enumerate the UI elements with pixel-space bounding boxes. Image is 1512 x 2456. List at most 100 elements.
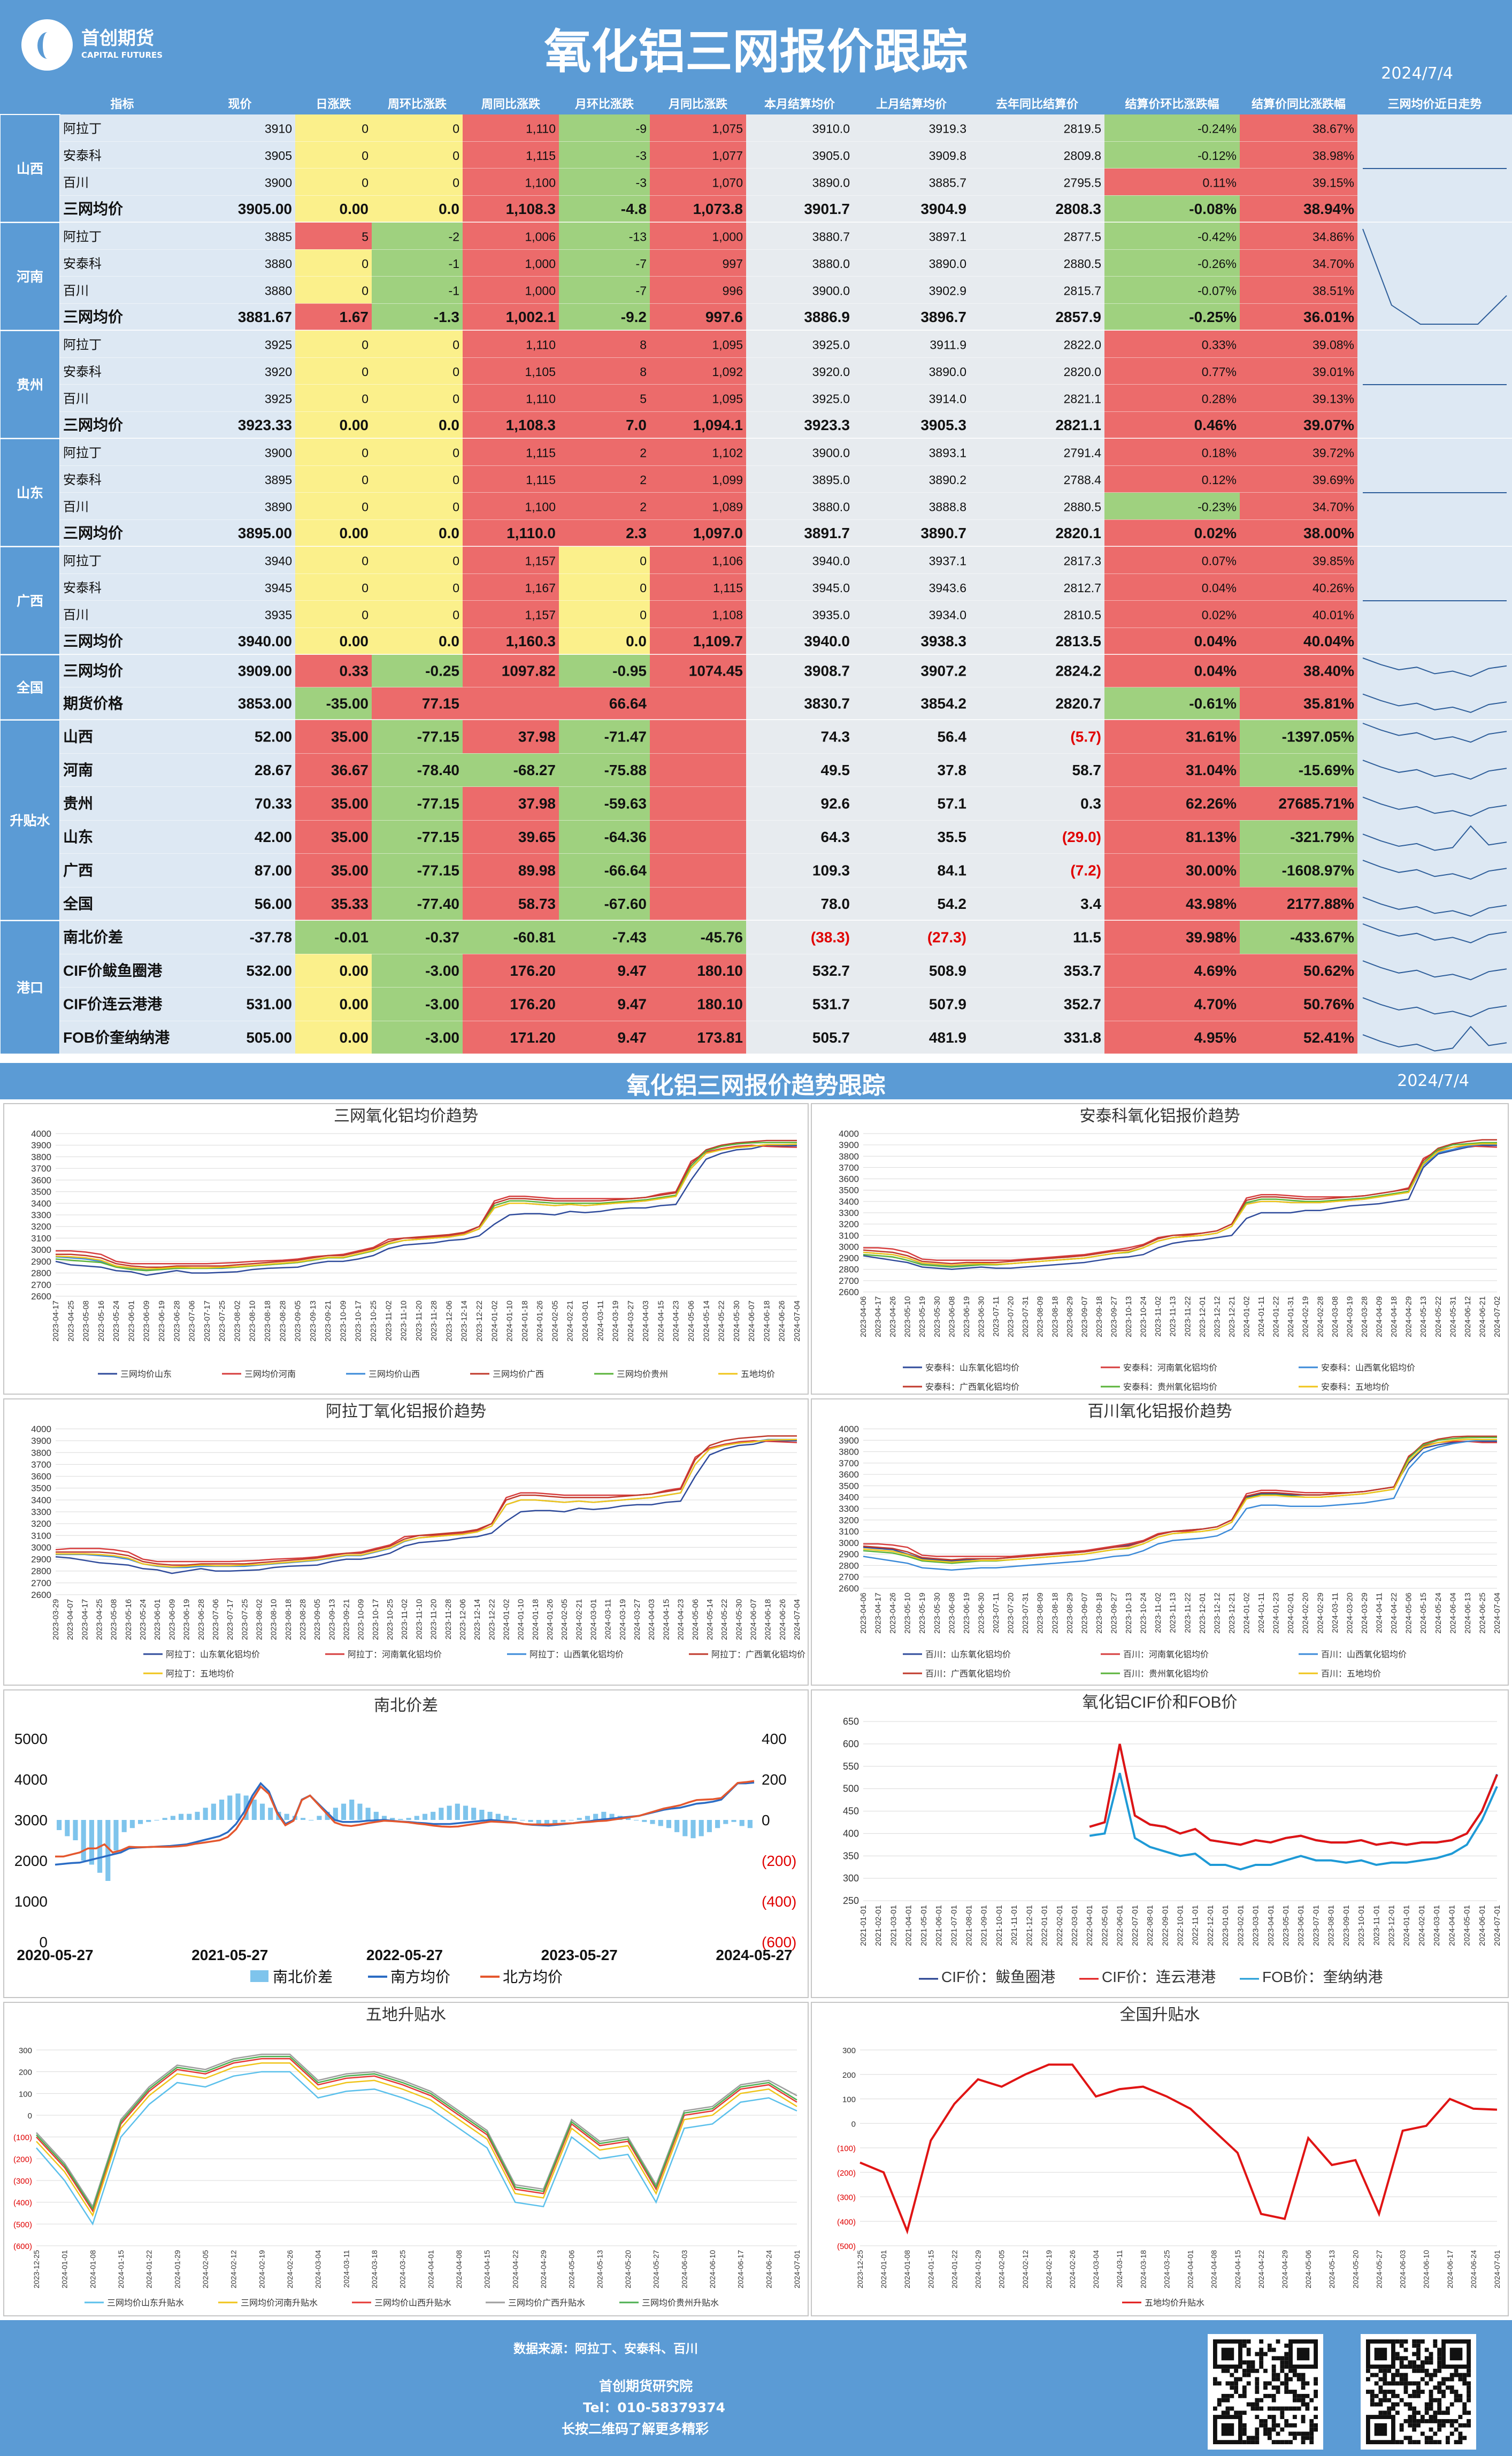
- y-tick-label: (500): [13, 2220, 32, 2229]
- x-tick-label: 2024-02-26: [286, 2250, 294, 2289]
- table-cell: [1104, 439, 1240, 466]
- column-header: 周同比涨跌: [481, 97, 541, 111]
- table-cell: [185, 141, 295, 169]
- table-cell-value: 40.01%: [1313, 608, 1354, 622]
- table-cell-value: 3925.0: [812, 338, 850, 351]
- y-tick-label: 3100: [839, 1230, 859, 1241]
- x-tick-label: 2024-06-07: [747, 1300, 756, 1342]
- qr-module: [1263, 2381, 1268, 2386]
- qr-module: [1301, 2440, 1306, 2444]
- table-cell-value: 176.20: [510, 996, 556, 1012]
- table-cell-value: -77.15: [417, 829, 459, 845]
- table-cell-value: 1,077: [712, 149, 743, 163]
- series-line: [55, 1440, 797, 1574]
- bar: [105, 1820, 111, 1881]
- table-cell-value: 9.47: [618, 1029, 647, 1046]
- table-cell: [1104, 493, 1240, 520]
- x-tick-label: 2024-04-22: [511, 2250, 519, 2289]
- row-label: 安泰科: [63, 473, 102, 487]
- qr-module: [1445, 2440, 1450, 2444]
- table-cell: [1104, 753, 1240, 787]
- qr-module: [1467, 2419, 1471, 2423]
- x-tick-label: 2023-09-01: [1342, 1905, 1351, 1946]
- group-label: 港口: [17, 980, 43, 996]
- y-tick-label: 3300: [839, 1208, 859, 1218]
- qr-module: [1271, 2419, 1276, 2423]
- table-cell-value: 3909.00: [238, 663, 292, 679]
- x-tick-label: 2023-09-13: [327, 1599, 336, 1640]
- qr-module: [1467, 2368, 1471, 2373]
- x-tick-label: 2024-02-19: [257, 2250, 266, 2289]
- table-cell: [559, 753, 650, 787]
- row-label: 百川: [63, 284, 89, 298]
- qr-module: [1403, 2381, 1408, 2386]
- table-cell-value: -0.23%: [1198, 500, 1237, 514]
- x-tick-label: 2021-09-01: [980, 1905, 989, 1946]
- qr-module: [1429, 2360, 1433, 2365]
- bar: [138, 1820, 143, 1824]
- y-tick-label: (400): [837, 2217, 856, 2227]
- table-cell: [1240, 787, 1357, 821]
- x-tick-label: 2023-04-26: [888, 1296, 897, 1337]
- table-cell-value: 3897.1: [929, 229, 966, 243]
- qr-code-icon[interactable]: [1208, 2334, 1323, 2450]
- qr-module: [1424, 2373, 1429, 2377]
- table-cell: [970, 787, 1104, 821]
- x-tick-label: 2024-07-04: [793, 1599, 802, 1640]
- table-cell-value: 0: [452, 149, 459, 163]
- y-tick-label: 100: [842, 2095, 856, 2105]
- table-cell-value: 0.00: [340, 201, 369, 217]
- qr-module: [1391, 2402, 1395, 2407]
- qr-module: [1416, 2339, 1421, 2344]
- qr-module: [1370, 2390, 1375, 2394]
- qr-module: [1259, 2360, 1264, 2365]
- table-cell: [463, 357, 559, 385]
- x-tick-label: 2023-10-13: [1124, 1593, 1133, 1634]
- qr-module: [1370, 2398, 1375, 2403]
- table-cell: [970, 720, 1104, 754]
- table-cell: [650, 954, 746, 988]
- x-tick-label: 2023-07-25: [218, 1300, 227, 1342]
- qr-module: [1225, 2411, 1230, 2415]
- qr-module: [1309, 2427, 1314, 2432]
- qr-code-icon[interactable]: [1361, 2334, 1476, 2450]
- trend-section-title: 氧化铝三网报价趋势跟踪: [626, 1072, 886, 1099]
- x-tick-label: 2024-04-09: [1375, 1296, 1384, 1337]
- qr-module: [1395, 2411, 1400, 2415]
- qr-module: [1314, 2393, 1318, 2398]
- series-line: [863, 1145, 1498, 1261]
- qr-module: [1284, 2419, 1289, 2423]
- table-cell: [463, 628, 559, 655]
- qr-module: [1445, 2436, 1450, 2440]
- logo-emblem-icon: [21, 19, 73, 71]
- table-cell-value: 2: [640, 446, 647, 460]
- x-tick-label: 2023-05-16: [124, 1599, 133, 1640]
- table-cell-value: 3945: [265, 581, 292, 595]
- table-cell-value: 3923.3: [804, 417, 850, 433]
- y-tick-label: 600: [843, 1739, 859, 1749]
- table-cell-value: 0.0: [439, 201, 459, 217]
- table-cell: [650, 493, 746, 520]
- table-cell-value: 1,095: [712, 338, 743, 351]
- table-cell-value: 3880.0: [812, 257, 850, 271]
- table-cell: [650, 628, 746, 655]
- table-cell-value: 1,110: [526, 121, 556, 135]
- qr-module: [1230, 2381, 1234, 2386]
- series-line: [1089, 1772, 1498, 1871]
- x-tick-label: 2021-05-27: [191, 1947, 268, 1963]
- y-tick-label: 3200: [31, 1519, 51, 1529]
- qr-module: [1314, 2377, 1318, 2382]
- table-cell: [295, 439, 372, 466]
- table-cell: [650, 277, 746, 304]
- bar: [357, 1803, 363, 1820]
- table-cell-value: 39.08%: [1313, 338, 1354, 351]
- qr-module: [1250, 2368, 1255, 2373]
- table-cell: [1104, 887, 1240, 921]
- qr-module: [1301, 2385, 1306, 2390]
- qr-module: [1412, 2411, 1417, 2415]
- qr-module: [1408, 2440, 1413, 2444]
- sparkline-cell: [1357, 493, 1512, 520]
- x-tick-label: 2024-05-06: [1404, 1593, 1414, 1634]
- qr-module: [1424, 2347, 1429, 2352]
- bar: [187, 1814, 192, 1820]
